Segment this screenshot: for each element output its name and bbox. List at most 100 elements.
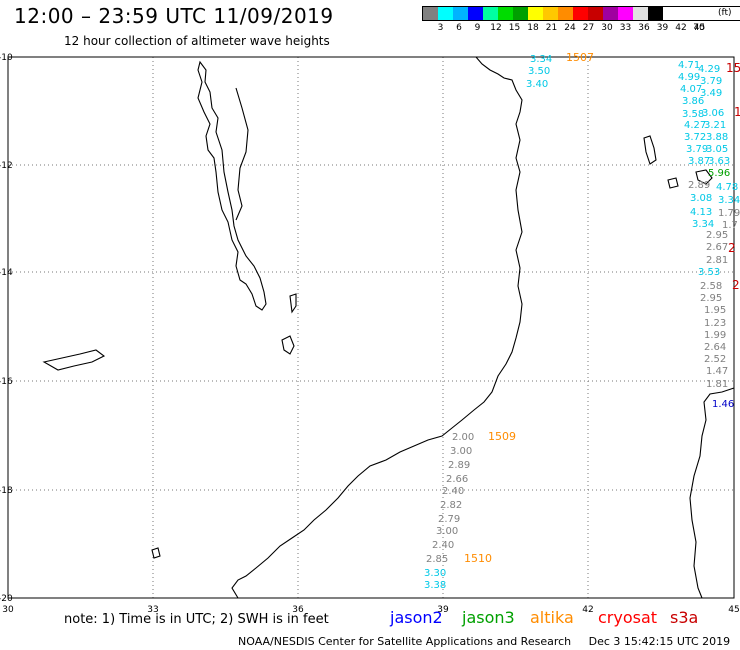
wave-height-value: 3.87 [688, 156, 710, 167]
wave-height-value: 4.27 [684, 120, 706, 131]
color-scale-ticks: 3 6 9 12 15 18 21 24 27 30 33 36 39 42 45 70 [422, 21, 740, 35]
scale-swatch [558, 7, 573, 20]
wave-height-value: 1.79 [718, 208, 740, 219]
scale-tick-label: 24 [564, 23, 576, 33]
page-title: 12:00 – 23:59 UTC 11/09/2019 [14, 4, 334, 28]
scale-swatch [483, 7, 498, 20]
map-frame [7, 56, 735, 599]
wave-height-value: 2.85 [426, 554, 448, 565]
wave-height-value: 3.08 [690, 193, 712, 204]
wave-height-value: 2.82 [440, 500, 462, 511]
wave-height-value: 3.79 [700, 76, 722, 87]
lake-kariba-outline [42, 349, 106, 371]
mozambique-coastline [231, 56, 523, 599]
comoros-island [643, 135, 657, 165]
wave-height-value: 2.67 [706, 242, 728, 253]
wave-height-value: 1.99 [704, 330, 726, 341]
wave-height-value: 2.79 [438, 514, 460, 525]
wave-height-value: 2.40 [442, 486, 464, 497]
latitude-label: -20 [0, 594, 13, 604]
wave-height-value: 3.34 [692, 219, 714, 230]
pass-id-label: 1507 [566, 51, 594, 64]
scale-tick-label: 42 [675, 23, 687, 33]
wave-height-color-scale: 3 6 9 12 15 18 21 24 27 30 33 36 39 42 45 70 (ft) [422, 6, 740, 35]
wave-height-value: 3.38 [424, 580, 446, 591]
legend-jason2: jason2 [390, 608, 443, 627]
scale-swatch [528, 7, 543, 20]
wave-height-value: 3.00 [450, 446, 472, 457]
wave-height-value: 4.78 [716, 182, 738, 193]
footer-timestamp: Dec 3 15:42:15 UTC 2019 [588, 635, 731, 648]
scale-tick-label: 33 [619, 23, 632, 33]
wave-height-value: 4.29 [698, 64, 720, 75]
coastline-group [42, 56, 735, 599]
scale-tick-label: 3 [437, 23, 444, 33]
wave-height-value: 4.07 [680, 84, 702, 95]
scale-swatch [468, 7, 483, 20]
wave-height-value: 3.21 [704, 120, 726, 131]
scale-swatch [588, 7, 603, 20]
latitude-label: -14 [0, 268, 13, 278]
longitude-label: 30 [2, 605, 14, 615]
scale-swatch [513, 7, 528, 20]
scale-swatch [423, 7, 438, 20]
wave-height-value: 3.40 [526, 79, 548, 90]
longitude-label: 45 [728, 605, 739, 615]
legend-cryosat: cryosat [598, 608, 658, 627]
scale-tick-label: 12 [490, 23, 502, 33]
latitude-label: -16 [0, 377, 13, 387]
wave-height-value: 3.34 [530, 54, 552, 65]
madagascar-coastline [689, 387, 735, 599]
wave-height-value: 2.89 [688, 180, 710, 191]
small-lake-2 [151, 547, 161, 559]
scale-swatch [648, 7, 663, 20]
wave-height-value: 2.81 [706, 255, 728, 266]
longitude-label: 36 [292, 605, 304, 615]
wave-height-value: 3.00 [436, 526, 458, 537]
scale-swatch [498, 7, 513, 20]
wave-height-value: 3.53 [698, 267, 720, 278]
wave-height-value: 3.79 [686, 144, 708, 155]
wave-height-value: 3.58 [682, 109, 704, 120]
pass-id-label: 1510 [464, 552, 492, 565]
latitude-label: -10 [0, 53, 13, 63]
wave-height-value: 1.7 [722, 220, 738, 231]
scale-tick-label: 18 [527, 23, 539, 33]
longitude-label: 42 [582, 605, 593, 615]
legend-altika: altika [530, 608, 574, 627]
scale-tick-label: 36 [638, 23, 650, 33]
wave-height-value: 3.05 [706, 144, 728, 155]
wave-height-value: 3.34 [718, 195, 740, 206]
wave-height-value: 3.50 [528, 66, 550, 77]
wave-height-value: 3.49 [700, 88, 722, 99]
lake-malawi-outline [197, 60, 267, 311]
wave-height-value: 1.23 [704, 318, 726, 329]
wave-height-value: 3.63 [708, 156, 730, 167]
wave-height-value: 1 [734, 105, 740, 119]
scale-swatch [603, 7, 618, 20]
units-note: note: 1) Time is in UTC; 2) SWH is in fe… [64, 612, 329, 627]
mayotte-island [695, 169, 713, 185]
wave-height-value: 2.95 [706, 230, 728, 241]
wave-height-value: 2.58 [700, 281, 722, 292]
wave-height-value: 5.96 [708, 168, 730, 179]
color-scale-unit: (ft) [718, 8, 732, 18]
wave-height-value: 3.72 [684, 132, 706, 143]
scale-swatch [543, 7, 558, 20]
wave-height-value: 15 [726, 61, 740, 75]
wave-height-value: 2.64 [704, 342, 726, 353]
wave-height-value: 3.30 [424, 568, 446, 579]
wave-height-value: 2 [732, 278, 740, 292]
scale-swatch [618, 7, 633, 20]
wave-height-value: 3.06 [702, 108, 724, 119]
wave-height-value: 2.40 [432, 540, 454, 551]
wave-height-value: 1.46 [712, 399, 734, 410]
wave-height-value: 2.00 [452, 432, 474, 443]
wave-height-value: 4.99 [678, 72, 700, 83]
wave-height-value: 3.88 [706, 132, 728, 143]
footer-credit: NOAA/NESDIS Center for Satellite Applica… [238, 635, 730, 648]
scale-tick-label: 27 [582, 23, 595, 33]
wave-height-value: 2.52 [704, 354, 726, 365]
wave-height-value: 3.86 [682, 96, 704, 107]
